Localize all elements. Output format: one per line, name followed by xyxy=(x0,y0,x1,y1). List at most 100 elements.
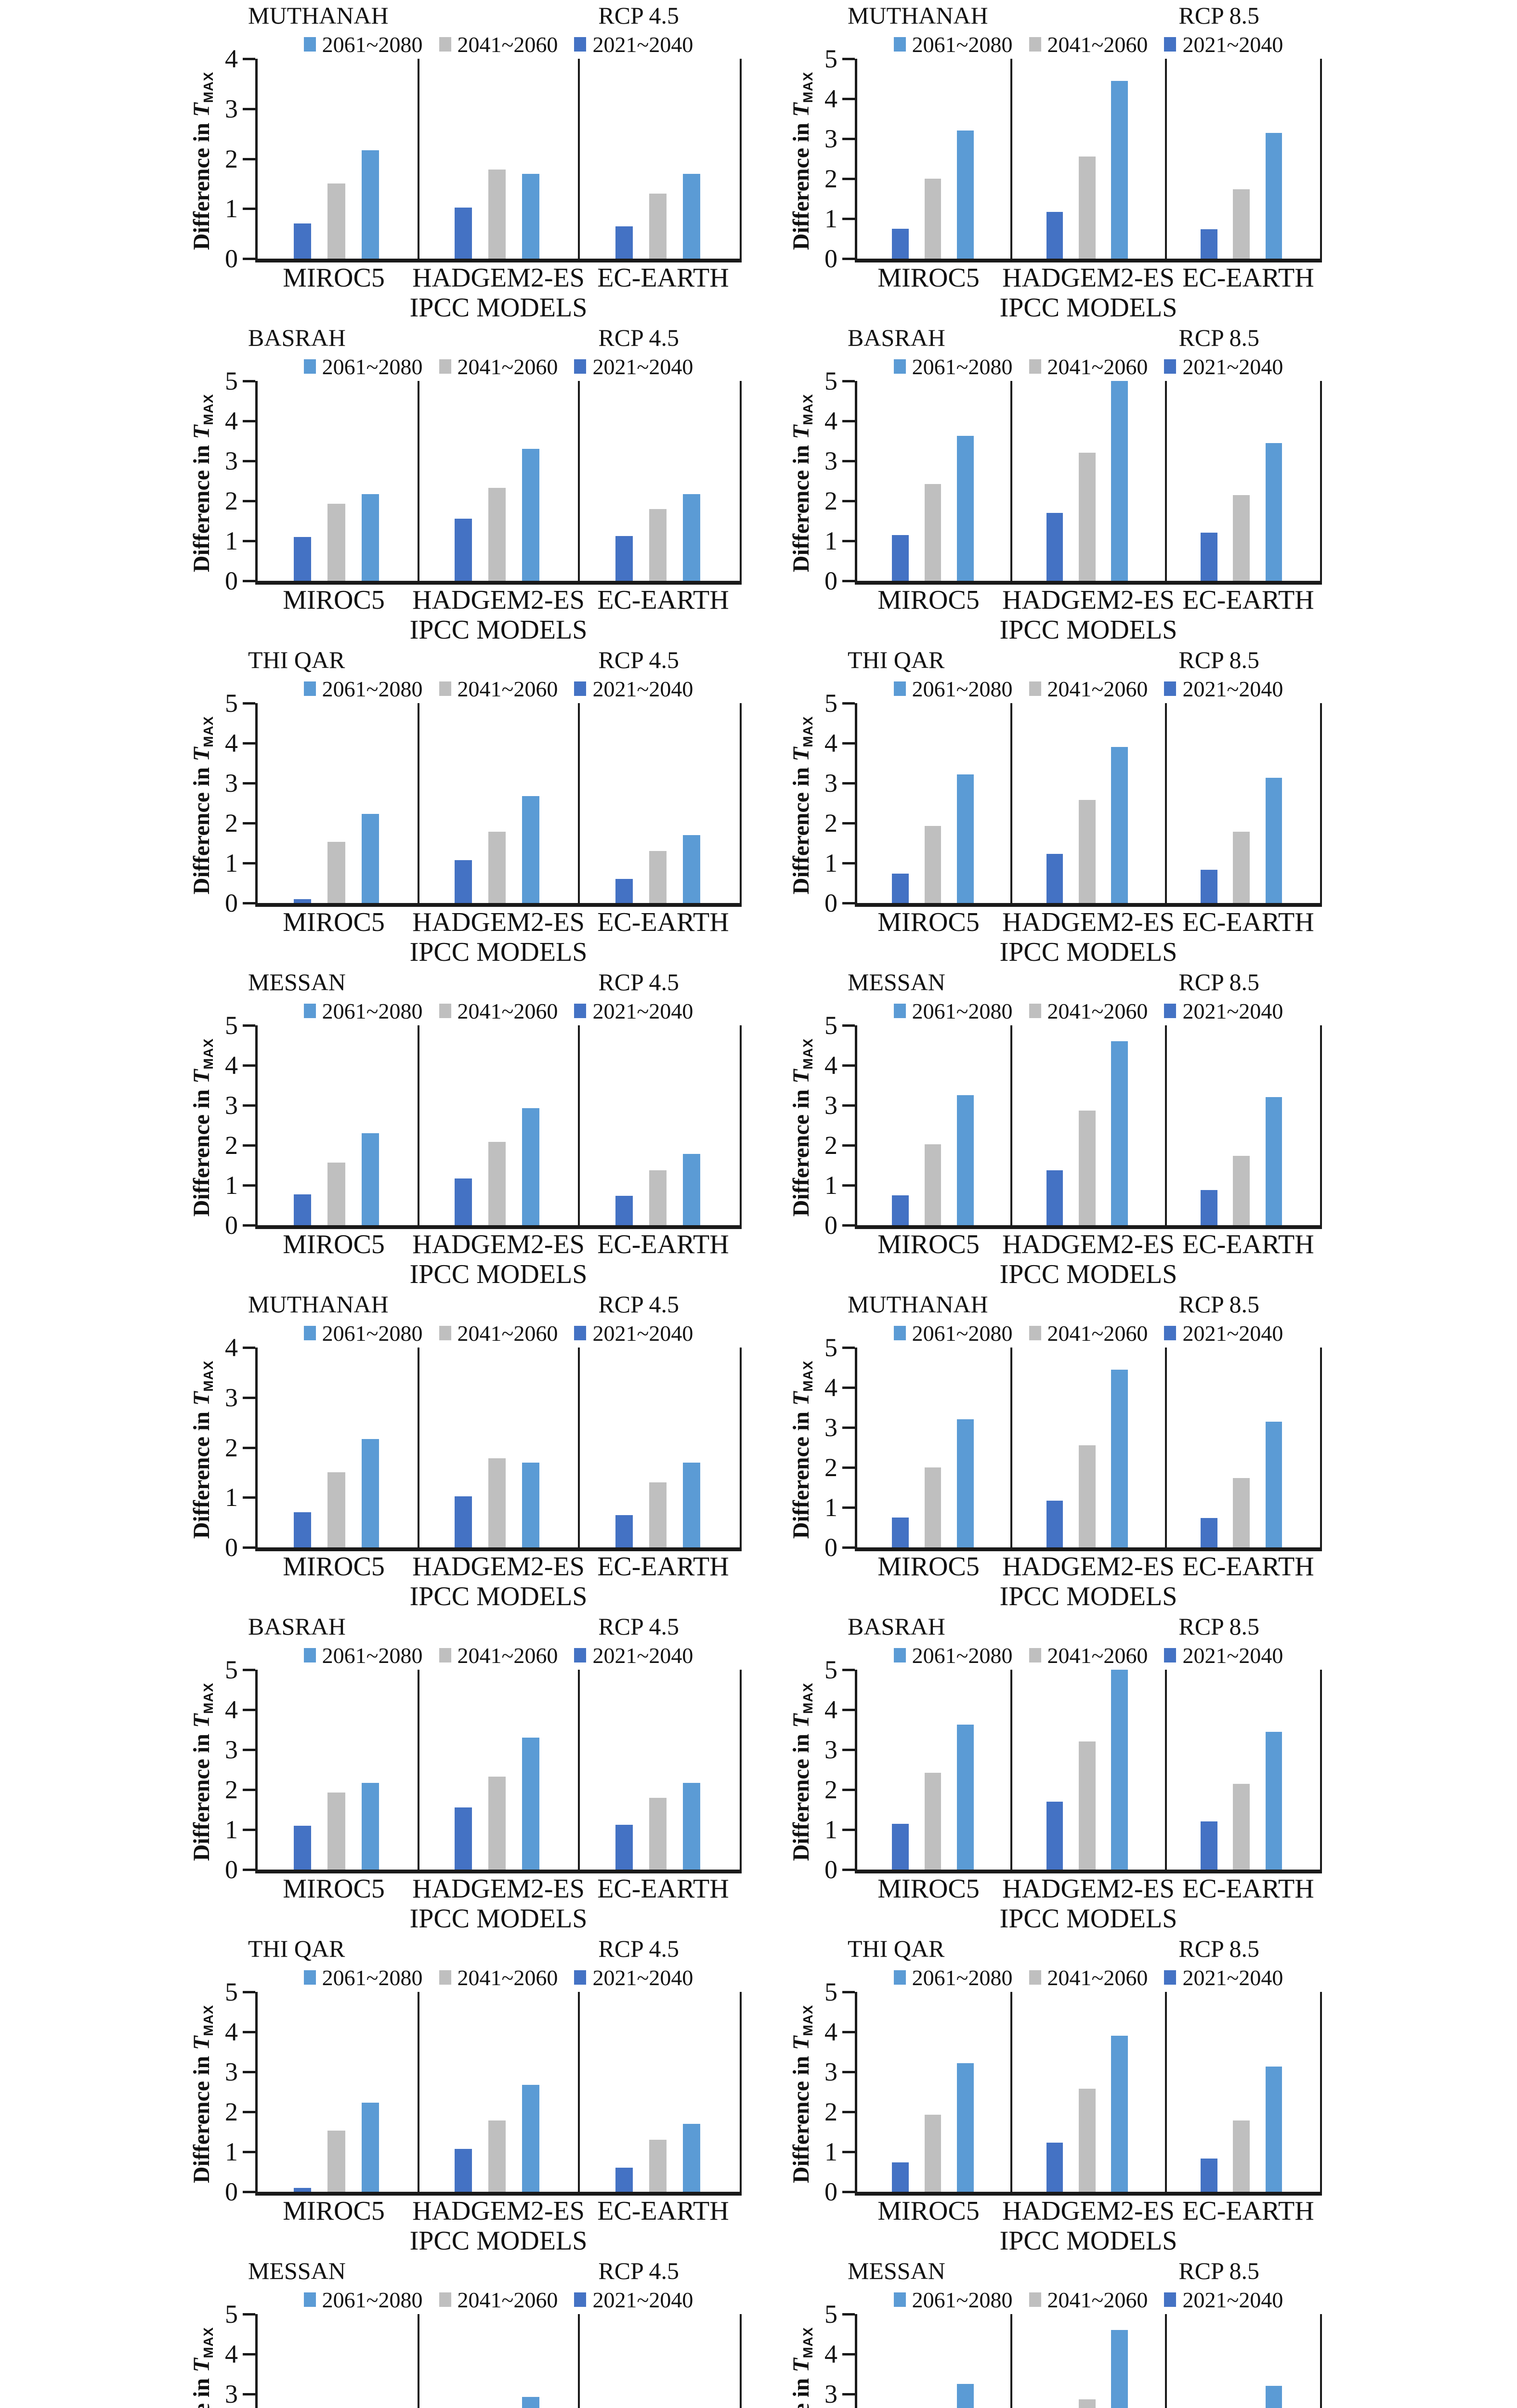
y-tick-label: 5 xyxy=(824,1333,837,1362)
bar-2041~2060-MIROC5 xyxy=(327,1162,345,1225)
bar-2021~2040-EC-EARTH xyxy=(1201,533,1217,581)
legend: 2061~2080 2041~2060 2021~2040 xyxy=(785,674,1322,703)
legend-item: 2021~2040 xyxy=(574,32,693,57)
legend-swatch-2021-2040 xyxy=(574,1004,587,1018)
model-label: EC-EARTH xyxy=(597,1230,729,1259)
model-label: EC-EARTH xyxy=(597,907,729,937)
y-tick-label: 1 xyxy=(225,849,238,877)
bar-2041~2060-HADGEM2-ES xyxy=(1078,1110,1096,1225)
chart-header: THI QAR RCP 4.5 xyxy=(185,1936,742,1963)
y-tick-label: 3 xyxy=(225,2057,238,2086)
legend-item: 2061~2080 xyxy=(303,1321,423,1346)
chart-cell: THI QAR RCP 4.5 2061~2080 2041~2060 2021… xyxy=(0,1933,758,2255)
y-tick xyxy=(842,1184,855,1187)
model-label: EC-EARTH xyxy=(597,263,729,293)
panel-separator xyxy=(578,1025,580,1225)
chart-title-scenario: RCP 4.5 xyxy=(598,2,679,29)
bar-2061~2080-MIROC5 xyxy=(956,131,974,259)
model-label: HADGEM2-ES xyxy=(1002,1552,1175,1582)
legend-item: 2041~2060 xyxy=(439,998,558,1024)
y-axis: 0 1 2 3 4 5 xyxy=(819,1011,855,1240)
y-tick-label: 1 xyxy=(225,1171,238,1200)
x-axis-title: IPCC MODELS xyxy=(999,2226,1177,2255)
bar-2021~2040-HADGEM2-ES xyxy=(1046,1500,1063,1547)
legend-label: 2041~2060 xyxy=(457,32,558,57)
y-tick-label: 5 xyxy=(824,1655,837,1684)
y-tick-label: 2 xyxy=(824,1775,837,1804)
y-tick xyxy=(842,1144,855,1147)
legend-swatch-2021-2040 xyxy=(1164,1648,1177,1662)
legend-label: 2041~2060 xyxy=(1047,32,1148,57)
plot-area xyxy=(255,59,742,262)
y-tick xyxy=(243,1496,255,1499)
y-axis-label: Difference in TMAX xyxy=(185,1992,219,2196)
x-axis-title: IPCC MODELS xyxy=(999,1259,1177,1289)
y-tick xyxy=(243,58,255,60)
chart-title-scenario: RCP 8.5 xyxy=(1178,2257,1259,2284)
x-axis-title: IPCC MODELS xyxy=(999,615,1177,644)
panel-separator xyxy=(578,59,580,259)
y-tick xyxy=(842,2353,855,2356)
panel-separator xyxy=(417,1025,419,1225)
bar-2041~2060-MIROC5 xyxy=(327,842,345,903)
legend-item: 2061~2080 xyxy=(893,354,1013,380)
legend: 2061~2080 2041~2060 2021~2040 xyxy=(185,2285,742,2314)
bar-2041~2060-EC-EARTH xyxy=(1233,832,1250,903)
panel-separator xyxy=(1010,2314,1013,2408)
bar-2021~2040-MIROC5 xyxy=(294,537,312,581)
panel-separator xyxy=(1164,1348,1167,1547)
model-label: MIROC5 xyxy=(283,585,385,615)
y-tick xyxy=(842,460,855,462)
y-tick-label: 3 xyxy=(824,2380,837,2408)
bar-chart: MUTHANAH RCP 8.5 2061~2080 2041~2060 202… xyxy=(785,1292,1322,1611)
bar-2021~2040-EC-EARTH xyxy=(1201,2159,1217,2192)
x-axis-labels: MIROC5 HADGEM2-ES EC-EARTH xyxy=(185,1873,742,1904)
y-tick xyxy=(243,1184,255,1187)
y-axis: 0 1 2 3 4 5 xyxy=(219,1655,255,1884)
panel-separator xyxy=(1164,2314,1167,2408)
x-axis-labels: MIROC5 HADGEM2-ES EC-EARTH xyxy=(185,585,742,615)
chart-cell: BASRAH RCP 8.5 2061~2080 2041~2060 2021~… xyxy=(758,322,1517,644)
bar-2041~2060-MIROC5 xyxy=(924,1773,942,1870)
legend: 2061~2080 2041~2060 2021~2040 xyxy=(785,996,1322,1025)
bar-2041~2060-HADGEM2-ES xyxy=(488,2120,506,2192)
bar-2061~2080-EC-EARTH xyxy=(682,2123,700,2192)
legend-item: 2061~2080 xyxy=(303,2287,423,2313)
panel-separator xyxy=(578,703,580,903)
x-axis-labels: MIROC5 HADGEM2-ES EC-EARTH xyxy=(185,262,742,293)
chart-title-city: MESSAN xyxy=(848,968,945,995)
model-label: HADGEM2-ES xyxy=(1002,907,1175,937)
chart-cell: MUTHANAH RCP 8.5 2061~2080 2041~2060 202… xyxy=(758,0,1517,322)
bar-2061~2080-EC-EARTH xyxy=(682,1782,700,1870)
y-axis: 0 1 2 3 4 5 xyxy=(819,1333,855,1562)
panel-separator xyxy=(578,1348,580,1547)
bar-2021~2040-EC-EARTH xyxy=(615,536,633,581)
bar-2041~2060-MIROC5 xyxy=(327,1792,345,1870)
chart-cell: MESSAN RCP 4.5 2061~2080 2041~2060 2021~… xyxy=(0,967,758,1289)
legend: 2061~2080 2041~2060 2021~2040 xyxy=(185,30,742,59)
legend-label: 2061~2080 xyxy=(912,1965,1013,1990)
legend-item: 2021~2040 xyxy=(1164,1965,1283,1990)
y-tick xyxy=(243,782,255,785)
plot-area xyxy=(855,59,1322,262)
bar-2041~2060-MIROC5 xyxy=(924,484,942,581)
panel-separator xyxy=(1010,703,1013,903)
y-tick-label: 3 xyxy=(225,1383,238,1412)
y-tick-label: 0 xyxy=(824,1533,837,1562)
panel-separator xyxy=(417,1670,419,1870)
bar-2021~2040-MIROC5 xyxy=(892,1517,909,1547)
bar-2061~2080-MIROC5 xyxy=(361,813,379,903)
y-axis-label-text: Difference in TMAX xyxy=(188,1682,216,1861)
y-axis-label: Difference in TMAX xyxy=(785,1025,819,1229)
y-tick-label: 1 xyxy=(225,194,238,223)
y-tick-label: 5 xyxy=(225,366,238,395)
legend-swatch-2041-2060 xyxy=(439,37,451,52)
plot-row: Difference in TMAX 0 1 2 3 4 xyxy=(185,1333,742,1562)
bar-2061~2080-HADGEM2-ES xyxy=(522,173,540,259)
chart-title-scenario: RCP 4.5 xyxy=(598,1613,679,1640)
legend-label: 2061~2080 xyxy=(322,354,423,379)
bar-2021~2040-EC-EARTH xyxy=(1201,229,1217,259)
y-axis-label: Difference in TMAX xyxy=(785,703,819,907)
y-tick xyxy=(243,2071,255,2073)
y-tick-label: 0 xyxy=(824,1855,837,1884)
